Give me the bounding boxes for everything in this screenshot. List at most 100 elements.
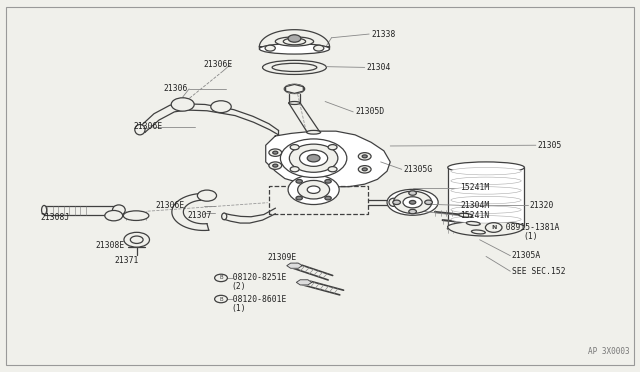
Text: AP 3X0003: AP 3X0003 [588,347,630,356]
Circle shape [105,211,123,221]
Circle shape [298,180,330,199]
Ellipse shape [113,205,125,215]
Ellipse shape [451,206,521,214]
Circle shape [296,196,302,200]
Polygon shape [285,84,303,93]
Circle shape [197,190,216,201]
Text: 15241M: 15241M [461,183,490,192]
Circle shape [280,139,347,177]
Text: 21307: 21307 [187,211,212,220]
Circle shape [358,153,371,160]
Circle shape [124,232,150,247]
Text: 21306E: 21306E [134,122,163,131]
Ellipse shape [389,198,398,206]
Text: (1): (1) [232,304,246,313]
Bar [448,167,524,227]
Circle shape [403,197,422,208]
Ellipse shape [448,221,524,232]
Polygon shape [296,280,312,285]
Ellipse shape [448,162,524,173]
Circle shape [269,149,282,156]
Circle shape [485,223,502,232]
Circle shape [265,45,275,51]
Circle shape [409,191,417,195]
Text: 15241N: 15241N [461,211,490,220]
Text: B: B [220,275,223,280]
Ellipse shape [135,125,145,135]
Text: N: N [491,225,497,230]
Text: 21305D: 21305D [355,108,385,116]
Ellipse shape [284,38,306,45]
Circle shape [289,144,338,172]
Text: 21304: 21304 [366,63,390,72]
Text: 21308E: 21308E [95,241,124,250]
Circle shape [358,166,371,173]
Text: 08120-8251E: 08120-8251E [223,273,286,282]
Text: 21306E: 21306E [204,60,233,69]
Circle shape [409,209,417,214]
Circle shape [211,101,231,113]
Ellipse shape [451,177,521,185]
Ellipse shape [262,60,326,74]
Circle shape [410,201,416,204]
Circle shape [307,186,320,193]
Ellipse shape [451,196,521,204]
Text: (2): (2) [232,282,246,291]
Circle shape [296,179,302,183]
Ellipse shape [124,211,149,221]
Circle shape [393,200,401,205]
Circle shape [328,167,337,172]
Ellipse shape [387,189,438,215]
Circle shape [290,145,299,150]
Circle shape [131,236,143,243]
Ellipse shape [272,63,317,71]
Circle shape [214,274,227,282]
Circle shape [325,196,332,200]
Circle shape [172,98,194,111]
Text: 21305G: 21305G [403,165,432,174]
Text: (1): (1) [523,231,538,241]
Ellipse shape [451,187,521,194]
Text: 21308J: 21308J [40,213,70,222]
Circle shape [288,175,339,205]
Circle shape [314,45,324,51]
Circle shape [273,164,278,167]
Ellipse shape [459,213,472,217]
Circle shape [214,295,227,303]
Circle shape [273,151,278,154]
Ellipse shape [259,44,330,54]
Ellipse shape [289,102,300,105]
Circle shape [394,191,432,214]
Circle shape [288,35,301,42]
Polygon shape [266,131,390,187]
Polygon shape [287,263,302,268]
Ellipse shape [451,216,521,223]
Ellipse shape [221,213,227,220]
Circle shape [328,145,337,150]
Text: 21306: 21306 [164,84,188,93]
Ellipse shape [275,37,314,46]
Text: 21320: 21320 [529,201,554,210]
Text: SEE SEC.152: SEE SEC.152 [511,267,565,276]
Ellipse shape [42,205,47,215]
Text: 08120-8601E: 08120-8601E [223,295,286,304]
Ellipse shape [284,84,305,93]
Text: 21371: 21371 [115,256,139,265]
Ellipse shape [451,167,521,175]
Text: 21305A: 21305A [511,251,541,260]
Ellipse shape [467,221,480,225]
Circle shape [425,200,433,205]
Ellipse shape [472,230,485,234]
Circle shape [307,154,320,162]
Text: B: B [220,296,223,302]
Ellipse shape [307,131,321,134]
Text: 21304M: 21304M [461,201,490,210]
Circle shape [290,167,299,172]
Circle shape [362,168,367,171]
Circle shape [300,150,328,166]
Circle shape [325,179,332,183]
Text: 21306E: 21306E [156,201,184,210]
Text: 08915-1381A: 08915-1381A [495,223,559,232]
Text: 21309E: 21309E [268,253,297,262]
Text: 21338: 21338 [371,29,396,39]
